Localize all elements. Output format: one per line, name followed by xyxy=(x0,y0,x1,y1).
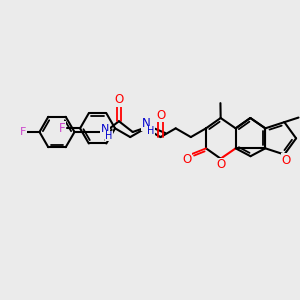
Text: H: H xyxy=(105,131,113,141)
Text: O: O xyxy=(156,109,165,122)
Text: O: O xyxy=(216,158,225,171)
Text: N: N xyxy=(142,117,151,130)
Text: O: O xyxy=(182,153,192,166)
Text: O: O xyxy=(282,154,291,167)
Text: H: H xyxy=(147,126,154,136)
Text: F: F xyxy=(58,122,65,135)
Text: N: N xyxy=(101,124,109,134)
Text: F: F xyxy=(20,127,26,137)
Text: O: O xyxy=(114,93,124,106)
